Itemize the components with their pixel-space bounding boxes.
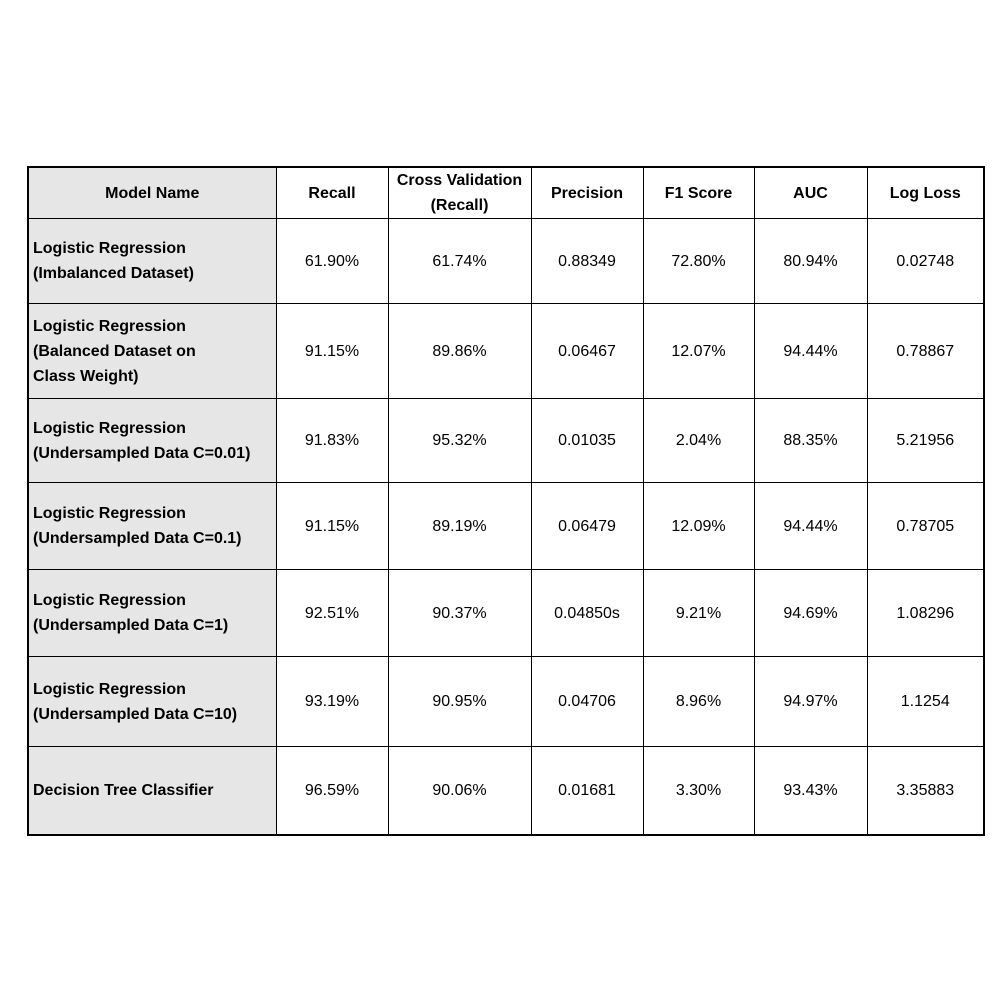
header-model-name: Model Name	[27, 166, 277, 219]
model-name-line: (Undersampled Data C=0.1)	[33, 530, 242, 547]
f1-score-cell: 12.09%	[642, 482, 755, 570]
recall-cell: 91.83%	[275, 398, 389, 483]
precision-cell: 0.06479	[530, 482, 644, 570]
model-name-line: Logistic Regression	[33, 680, 186, 698]
cv-recall-cell: 89.86%	[387, 303, 532, 399]
f1-score-cell: 3.30%	[642, 746, 755, 835]
auc-cell: 88.35%	[753, 398, 868, 483]
recall-cell: 93.19%	[275, 656, 389, 747]
precision-cell: 0.04850s	[530, 569, 644, 657]
auc-cell: 94.97%	[753, 656, 868, 747]
header-recall: Recall	[275, 166, 389, 219]
precision-cell: 0.04706	[530, 656, 644, 747]
model-comparison-table: Model Name Recall Cross Validation (Reca…	[27, 166, 985, 836]
log-loss-cell: 0.02748	[866, 218, 985, 304]
model-name-cell: Logistic Regression (Undersampled Data C…	[27, 482, 277, 570]
model-name-line: (Undersampled Data C=0.01)	[33, 444, 251, 462]
model-name-line: Logistic Regression	[33, 317, 186, 335]
model-name-cell: Logistic Regression (Undersampled Data C…	[27, 569, 277, 657]
table-row: Logistic Regression (Undersampled Data C…	[27, 398, 985, 483]
cv-recall-cell: 95.32%	[387, 398, 532, 483]
model-name-line: Logistic Regression	[33, 419, 186, 437]
log-loss-cell: 5.21956	[866, 398, 985, 483]
f1-score-cell: 72.80%	[642, 218, 755, 304]
log-loss-cell: 0.78867	[866, 303, 985, 399]
log-loss-cell: 1.1254	[866, 656, 985, 747]
model-name-line: (Imbalanced Dataset)	[33, 265, 194, 282]
f1-score-cell: 2.04%	[642, 398, 755, 483]
model-name-line: Decision Tree Classifier	[33, 781, 214, 799]
log-loss-cell: 1.08296	[866, 569, 985, 657]
table-row: Logistic Regression (Imbalanced Dataset)…	[27, 218, 985, 304]
precision-cell: 0.88349	[530, 218, 644, 304]
model-name-line: Logistic Regression	[33, 240, 186, 257]
precision-cell: 0.01035	[530, 398, 644, 483]
cv-recall-cell: 89.19%	[387, 482, 532, 570]
table-row: Logistic Regression (Undersampled Data C…	[27, 482, 985, 570]
model-name-cell: Logistic Regression (Undersampled Data C…	[27, 656, 277, 747]
table-row: Logistic Regression (Undersampled Data C…	[27, 569, 985, 657]
auc-cell: 80.94%	[753, 218, 868, 304]
header-f1-score: F1 Score	[642, 166, 755, 219]
auc-cell: 93.43%	[753, 746, 868, 835]
model-name-line: (Undersampled Data C=10)	[33, 705, 238, 723]
header-row: Model Name Recall Cross Validation (Reca…	[27, 166, 985, 219]
model-name-cell: Logistic Regression (Undersampled Data C…	[27, 398, 277, 483]
table-row: Logistic Regression (Balanced Dataset on…	[27, 303, 985, 399]
auc-cell: 94.44%	[753, 482, 868, 570]
header-log-loss: Log Loss	[866, 166, 985, 219]
model-name-cell: Decision Tree Classifier	[27, 746, 277, 835]
cv-recall-cell: 90.95%	[387, 656, 532, 747]
recall-cell: 92.51%	[275, 569, 389, 657]
auc-cell: 94.44%	[753, 303, 868, 399]
f1-score-cell: 9.21%	[642, 569, 755, 657]
recall-cell: 61.90%	[275, 218, 389, 304]
precision-cell: 0.06467	[530, 303, 644, 399]
header-precision: Precision	[530, 166, 644, 219]
model-name-line: Logistic Regression	[33, 592, 186, 609]
recall-cell: 91.15%	[275, 303, 389, 399]
recall-cell: 91.15%	[275, 482, 389, 570]
log-loss-cell: 0.78705	[866, 482, 985, 570]
model-name-line: (Balanced Dataset on	[33, 342, 196, 360]
header-auc: AUC	[753, 166, 868, 219]
precision-cell: 0.01681	[530, 746, 644, 835]
recall-cell: 96.59%	[275, 746, 389, 835]
header-cross-validation-line1: Cross Validation	[396, 172, 523, 189]
log-loss-cell: 3.35883	[866, 746, 985, 835]
auc-cell: 94.69%	[753, 569, 868, 657]
table-row: Logistic Regression (Undersampled Data C…	[27, 656, 985, 747]
header-cross-validation-line2: (Recall)	[430, 197, 489, 214]
header-cross-validation: Cross Validation (Recall)	[387, 166, 532, 219]
model-name-cell: Logistic Regression (Balanced Dataset on…	[27, 303, 277, 399]
cv-recall-cell: 61.74%	[387, 218, 532, 304]
model-name-line: (Undersampled Data C=1)	[33, 617, 229, 634]
model-name-line: Class Weight)	[33, 367, 139, 385]
f1-score-cell: 8.96%	[642, 656, 755, 747]
cv-recall-cell: 90.37%	[387, 569, 532, 657]
cv-recall-cell: 90.06%	[387, 746, 532, 835]
model-name-line: Logistic Regression	[33, 505, 186, 522]
f1-score-cell: 12.07%	[642, 303, 755, 399]
table-row: Decision Tree Classifier 96.59% 90.06% 0…	[27, 746, 985, 835]
model-name-cell: Logistic Regression (Imbalanced Dataset)	[27, 218, 277, 304]
